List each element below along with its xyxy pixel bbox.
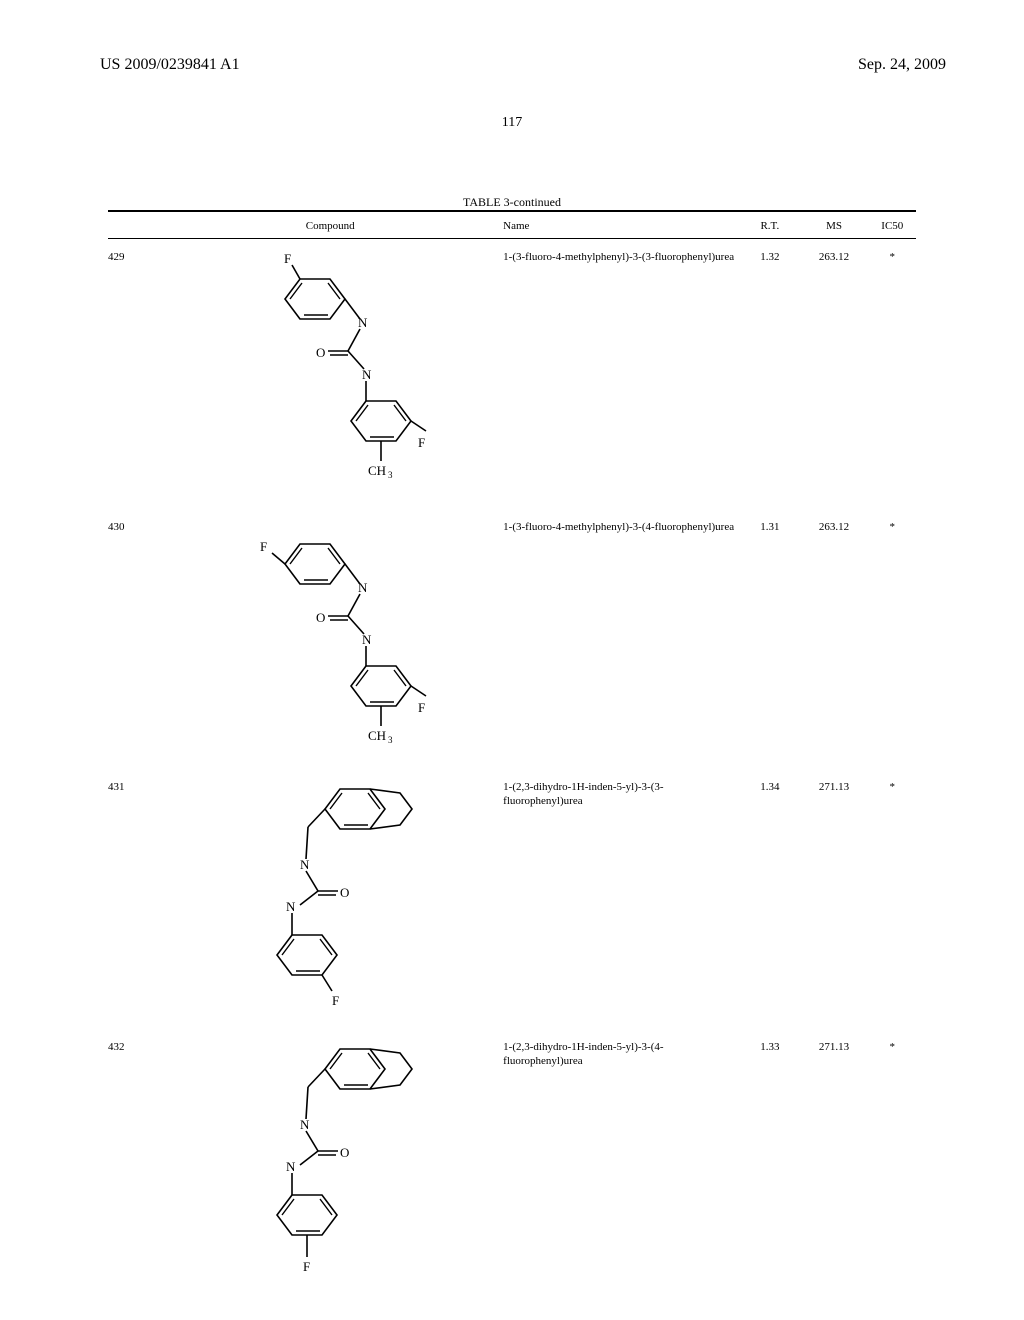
row-ms: 271.13 — [799, 1039, 868, 1053]
svg-text:F: F — [332, 993, 339, 1008]
compound-structure: F N O N — [167, 519, 493, 769]
svg-text:F: F — [303, 1259, 310, 1274]
svg-text:N: N — [358, 315, 368, 330]
svg-text:N: N — [286, 899, 296, 914]
compound-table: Compound Name R.T. MS IC50 429 — [108, 210, 916, 1299]
svg-text:N: N — [286, 1159, 296, 1174]
row-id: 429 — [108, 249, 167, 263]
svg-text:O: O — [340, 885, 349, 900]
svg-text:O: O — [316, 610, 325, 625]
compound-structure: N O N F — [167, 1039, 493, 1299]
svg-text:O: O — [340, 1145, 349, 1160]
page-header: US 2009/0239841 A1 Sep. 24, 2009 — [0, 56, 1024, 74]
table-header-row: Compound Name R.T. MS IC50 — [108, 214, 916, 236]
publication-number: US 2009/0239841 A1 — [100, 56, 240, 74]
svg-text:N: N — [362, 632, 372, 647]
svg-text:F: F — [418, 700, 425, 715]
row-ms: 263.12 — [799, 249, 868, 263]
col-ic50: IC50 — [869, 220, 916, 232]
row-ic50: * — [869, 519, 916, 533]
row-rt: 1.31 — [740, 519, 799, 533]
row-rt: 1.32 — [740, 249, 799, 263]
svg-text:N: N — [362, 367, 372, 382]
col-name: Name — [493, 220, 740, 232]
row-ms: 263.12 — [799, 519, 868, 533]
svg-text:3: 3 — [388, 735, 393, 745]
svg-text:F: F — [260, 539, 267, 554]
row-ic50: * — [869, 779, 916, 793]
col-ms: MS — [799, 220, 868, 232]
row-name: 1-(3-fluoro-4-methylphenyl)-3-(3-fluorop… — [493, 249, 740, 265]
col-rt: R.T. — [740, 220, 799, 232]
svg-text:N: N — [300, 857, 310, 872]
svg-text:N: N — [300, 1117, 310, 1132]
row-name: 1-(3-fluoro-4-methylphenyl)-3-(4-fluorop… — [493, 519, 740, 535]
svg-text:N: N — [358, 580, 368, 595]
svg-text:F: F — [284, 251, 291, 266]
svg-text:O: O — [316, 345, 325, 360]
row-name: 1-(2,3-dihydro-1H-inden-5-yl)-3-(4-fluor… — [493, 1039, 740, 1069]
row-rt: 1.33 — [740, 1039, 799, 1053]
row-ic50: * — [869, 249, 916, 263]
row-ms: 271.13 — [799, 779, 868, 793]
page-number: 117 — [0, 115, 1024, 131]
publication-date: Sep. 24, 2009 — [858, 56, 946, 74]
row-id: 432 — [108, 1039, 167, 1053]
row-ic50: * — [869, 1039, 916, 1053]
svg-text:CH: CH — [368, 728, 386, 743]
table-row: 432 N O — [108, 1029, 916, 1299]
row-id: 431 — [108, 779, 167, 793]
row-id: 430 — [108, 519, 167, 533]
col-id — [108, 220, 167, 232]
row-rt: 1.34 — [740, 779, 799, 793]
compound-structure: F N O N — [167, 249, 493, 509]
svg-text:F: F — [418, 435, 425, 450]
row-name: 1-(2,3-dihydro-1H-inden-5-yl)-3-(3-fluor… — [493, 779, 740, 809]
col-compound: Compound — [167, 220, 493, 232]
table-row: 431 N — [108, 769, 916, 1029]
svg-text:3: 3 — [388, 470, 393, 480]
compound-structure: N O N F — [167, 779, 493, 1029]
table-row: 429 F N — [108, 239, 916, 509]
table-title: TABLE 3-continued — [0, 195, 1024, 210]
table-row: 430 F N — [108, 509, 916, 769]
svg-text:CH: CH — [368, 463, 386, 478]
